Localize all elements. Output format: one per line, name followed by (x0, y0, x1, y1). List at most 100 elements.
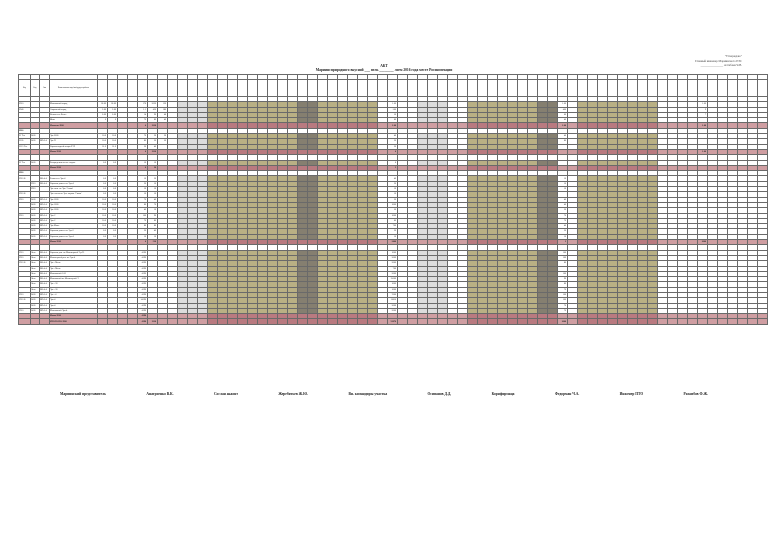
header-row: Код Отд. Сип Наименование водоёма/трудоустр… (18, 79, 768, 97)
header-cell (117, 79, 128, 97)
title-line: АКТ (380, 64, 388, 68)
table-row: 2400 ВП-6-4 Эрт-4 4190 3000 70 (18, 302, 768, 309)
signature-role: Инженер ПТО (619, 392, 644, 396)
table-cell (427, 318, 438, 325)
header-cell (107, 79, 118, 97)
table-row: 3910 Ф ВО-4-4 Ремонт-ся Эрт-4 6.0 6.0 10 20 40 1… (18, 175, 768, 182)
table-cell (317, 318, 328, 325)
header-cell (277, 79, 288, 97)
table-cell (567, 318, 578, 325)
table-cell (487, 318, 498, 325)
header-cell: Отд. (30, 79, 40, 97)
header-cell (127, 79, 138, 97)
table-cell (377, 318, 388, 325)
header-cell (607, 79, 618, 97)
header-cell (167, 79, 178, 97)
table-cell (597, 318, 608, 325)
header-cell (737, 79, 748, 97)
table-cell (477, 318, 488, 325)
title-line: Мариинсприродного вкусной ___ пель _____… (315, 68, 453, 73)
header-cell (177, 79, 188, 97)
header-cell (397, 79, 408, 97)
table-cell (217, 318, 228, 325)
table-cell (657, 318, 668, 325)
header-cell (347, 79, 358, 97)
table-cell (297, 318, 308, 325)
table-cell (127, 318, 138, 325)
header-cell (337, 79, 348, 97)
header-cell (257, 79, 268, 97)
table-cell (507, 318, 518, 325)
table-cell (257, 318, 268, 325)
table-row: 3940 Сварочный отряд 3.00 3.00 1.1 420 180 500 4… (18, 106, 768, 113)
table-cell (107, 318, 118, 325)
table-row: 3205 2400 ВП-6-4 Эрт П 50.0 50.0 80 30 50 20 80 (18, 138, 768, 145)
table-cell (157, 318, 168, 325)
table-row: 3910 Эрт эксп. по Эрт. 'Сплав' 6.0 6.0 10 10 1… (18, 186, 768, 193)
header-cell (647, 79, 658, 97)
header-cell (307, 79, 318, 97)
header-cell (357, 79, 368, 97)
header-cell (727, 79, 738, 97)
table-cell: 1000 (557, 318, 568, 325)
header-cell (747, 79, 758, 97)
header-cell (557, 79, 568, 97)
header-cell (447, 79, 458, 97)
table-cell (647, 318, 658, 325)
header-cell (377, 79, 388, 97)
header-cell (597, 79, 608, 97)
header-cell (627, 79, 638, 97)
report-table: Код Отд. Сип Наименование водоёма/трудоустр… (18, 74, 768, 325)
table-cell (757, 318, 768, 325)
table-cell: 52870 (387, 318, 398, 325)
table-cell (327, 318, 338, 325)
header-cell (367, 79, 378, 97)
table-cell (707, 318, 718, 325)
table-cell (247, 318, 258, 325)
header-cell (287, 79, 298, 97)
table-cell (587, 318, 598, 325)
header-cell (147, 79, 158, 97)
table-row: 3910 ВО-4-4 Охраноп ремон. по Эрт-4 6.0 6.0 2… (18, 180, 768, 188)
table-cell (407, 318, 418, 325)
table-cell (347, 318, 358, 325)
table-cell (30, 318, 40, 325)
header-cell: Сип (39, 79, 50, 97)
section-title-row (18, 154, 768, 161)
header-cell (717, 79, 728, 97)
table-cell (627, 318, 638, 325)
table-cell (187, 318, 198, 325)
signature-role: Сослан акаонт (213, 392, 238, 396)
table-cell: ИТОГО ПО 3910 (49, 318, 98, 325)
signature-name: Федорман Ч.А. (554, 392, 580, 396)
table-cell (237, 318, 248, 325)
approval-line: _______________ Алтабаев Ч.В. (700, 63, 742, 68)
header-cell (537, 79, 548, 97)
header-cell (547, 79, 558, 97)
table-row: 3910 Лоза ВО-4-4 Мониторной рем. по Эрт-4 41… (18, 254, 768, 262)
header-cell (637, 79, 648, 97)
section-title-row: 3910 (18, 170, 768, 177)
header-cell (427, 79, 438, 97)
document-title: АКТ Мариинсприродного вкусной ___ пель _… (0, 64, 768, 73)
table-cell (607, 318, 618, 325)
table-cell (727, 318, 738, 325)
header-cell (617, 79, 628, 97)
table-cell (367, 318, 378, 325)
header-cell (677, 79, 688, 97)
header-cell: Наименование водоёма/трудоустройство (49, 79, 98, 97)
table-cell (617, 318, 628, 325)
signature-role: Корнфирмаца (491, 392, 515, 396)
header-cell (407, 79, 418, 97)
table-cell (687, 318, 698, 325)
table-cell (167, 318, 178, 325)
header-cell (497, 79, 508, 97)
table-row: 3910 2400 ВП-6-4 Эрт - 4 4190 7000 100 (18, 291, 768, 299)
table-cell (527, 318, 538, 325)
table-cell (547, 318, 558, 325)
header-cell (97, 79, 108, 97)
table-cell (497, 318, 508, 325)
header-cell: Код (18, 79, 31, 97)
header-cell (247, 79, 258, 97)
table-cell (437, 318, 448, 325)
